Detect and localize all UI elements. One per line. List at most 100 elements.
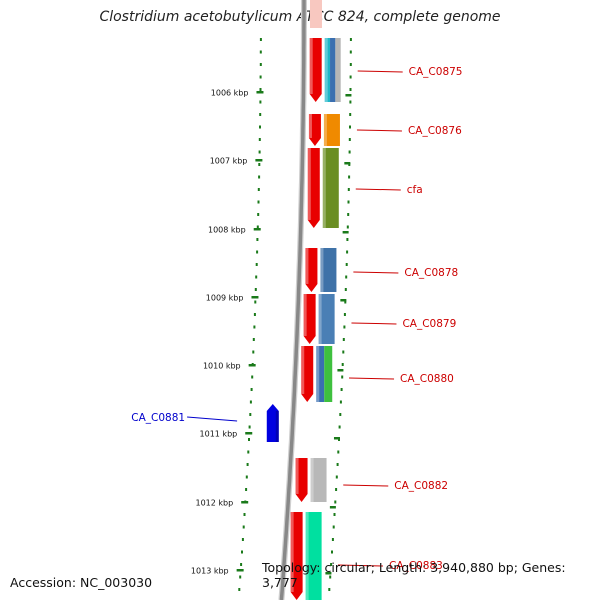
cog-highlight	[305, 512, 309, 600]
reverse-cds-arrow	[266, 404, 279, 442]
cog-category-bar	[324, 346, 333, 402]
ruler-dot-right	[349, 63, 352, 66]
ruler-dot-right	[336, 463, 339, 466]
cds-highlight	[290, 512, 294, 592]
ruler-tick-right	[329, 506, 336, 509]
ruler-dot-right	[348, 175, 351, 179]
gene-label-leader	[357, 70, 403, 73]
ruler-dot-right	[338, 425, 341, 429]
cog-highlight	[324, 38, 328, 102]
gene-label: CA_C0876	[408, 125, 462, 137]
ruler-dot-right	[343, 313, 346, 316]
ruler-dot-right	[331, 550, 333, 554]
ruler-dot-right	[349, 88, 352, 91]
cog-highlight	[323, 114, 327, 146]
ruler-dot-right	[349, 125, 351, 129]
ruler-dot-left	[259, 100, 262, 104]
ruler-dot-right	[340, 388, 343, 391]
forward-cds-arrow	[309, 38, 322, 102]
ruler-dot-right	[329, 575, 332, 579]
ruler-dot-left	[241, 550, 243, 554]
gene-label: CA_C0881	[131, 412, 185, 424]
gene-label: CA_C0879	[402, 318, 456, 330]
gene-label-leader	[343, 484, 389, 487]
ruler-dot-right	[332, 525, 335, 529]
ruler-dot-left	[259, 113, 262, 116]
ruler-dot-right	[330, 563, 333, 566]
ruler-dot-right	[348, 150, 351, 154]
ruler-dot-right	[345, 263, 348, 266]
ruler-dot-left	[259, 88, 262, 91]
accession-text: Accession: NC_003030	[10, 575, 153, 590]
cog-category-bar	[330, 38, 336, 102]
ruler-dot-right	[331, 538, 334, 541]
ruler-dot-right	[349, 75, 352, 79]
forward-cds-arrow	[307, 148, 320, 228]
ruler-dot-right	[342, 350, 345, 354]
gene-label: CA_C0880	[400, 373, 454, 385]
ruler-dot-left	[240, 563, 243, 566]
ruler-dot-left	[259, 38, 262, 41]
ruler-tick-right	[333, 437, 340, 440]
ruler-tick-label: 1010 kbp	[203, 362, 241, 371]
ruler-dot-left	[252, 350, 255, 354]
gene-label-leader	[356, 129, 402, 132]
ruler-dot-left	[258, 175, 261, 179]
ruler-tick	[251, 296, 259, 299]
ruler-dot-left	[257, 188, 260, 191]
ruler-dot-left	[248, 425, 251, 429]
ruler-dot-right	[347, 188, 350, 191]
forward-cds-arrow	[305, 248, 318, 292]
cog-category-bar	[320, 248, 337, 292]
ruler-dot-left	[257, 200, 260, 204]
ruler-tick-label: 1009 kbp	[206, 294, 244, 303]
ruler-dot-right	[335, 475, 338, 479]
forward-cds-arrow	[295, 458, 308, 502]
gene-label: CA_C0875	[409, 66, 463, 78]
cog-highlight	[322, 148, 326, 228]
cog-category-bar	[322, 148, 339, 228]
ruler-dot-right	[335, 488, 338, 491]
ruler-dot-left	[259, 125, 261, 129]
cog-category-bar	[335, 38, 341, 102]
ruler-dot-left	[245, 475, 248, 479]
ruler-tick-label: 1012 kbp	[195, 499, 233, 508]
ruler-tick	[248, 364, 256, 367]
ruler-dot-left	[258, 150, 261, 154]
genome-backbone	[279, 0, 306, 600]
ruler-dot-right	[342, 338, 345, 341]
cds-highlight	[303, 294, 307, 336]
cds-highlight	[295, 458, 299, 494]
gene-label-leader	[337, 564, 383, 567]
ruler-dot-right	[348, 138, 351, 141]
ruler-dot-right	[333, 513, 336, 516]
gene-label-leader	[351, 322, 397, 325]
ruler-dot-right	[346, 238, 349, 241]
ruler-dot-left	[251, 375, 254, 379]
ruler-tick-right	[340, 299, 347, 302]
gene-label: CA_C0883	[389, 560, 443, 572]
ruler-dot-right	[349, 38, 352, 41]
ruler-dot-left	[257, 213, 260, 216]
cog-category-bar	[323, 114, 340, 146]
ruler-dot-right	[334, 500, 337, 504]
ruler-dot-left	[256, 250, 259, 254]
ruler-dot-left	[255, 263, 258, 266]
ruler-dot-right	[349, 50, 352, 54]
gene-label: cfa	[407, 184, 423, 196]
cds-highlight	[301, 346, 305, 394]
cog-category-bar	[316, 346, 325, 402]
ruler-dot-left	[247, 450, 250, 454]
ruler-dot-left	[258, 163, 261, 166]
ruler-tick	[245, 432, 253, 435]
gene-label-leader	[187, 416, 238, 422]
ruler-dot-right	[341, 375, 344, 379]
cog-category-bar	[305, 512, 322, 600]
ruler-dot-left	[253, 325, 256, 329]
ruler-tick-label: 1008 kbp	[208, 226, 246, 235]
ruler-tick	[241, 501, 249, 504]
gene-label-leader	[355, 188, 401, 191]
ruler-dot-left	[243, 513, 246, 516]
ruler-dot-right	[341, 363, 344, 366]
forward-cds-arrow	[303, 294, 316, 344]
